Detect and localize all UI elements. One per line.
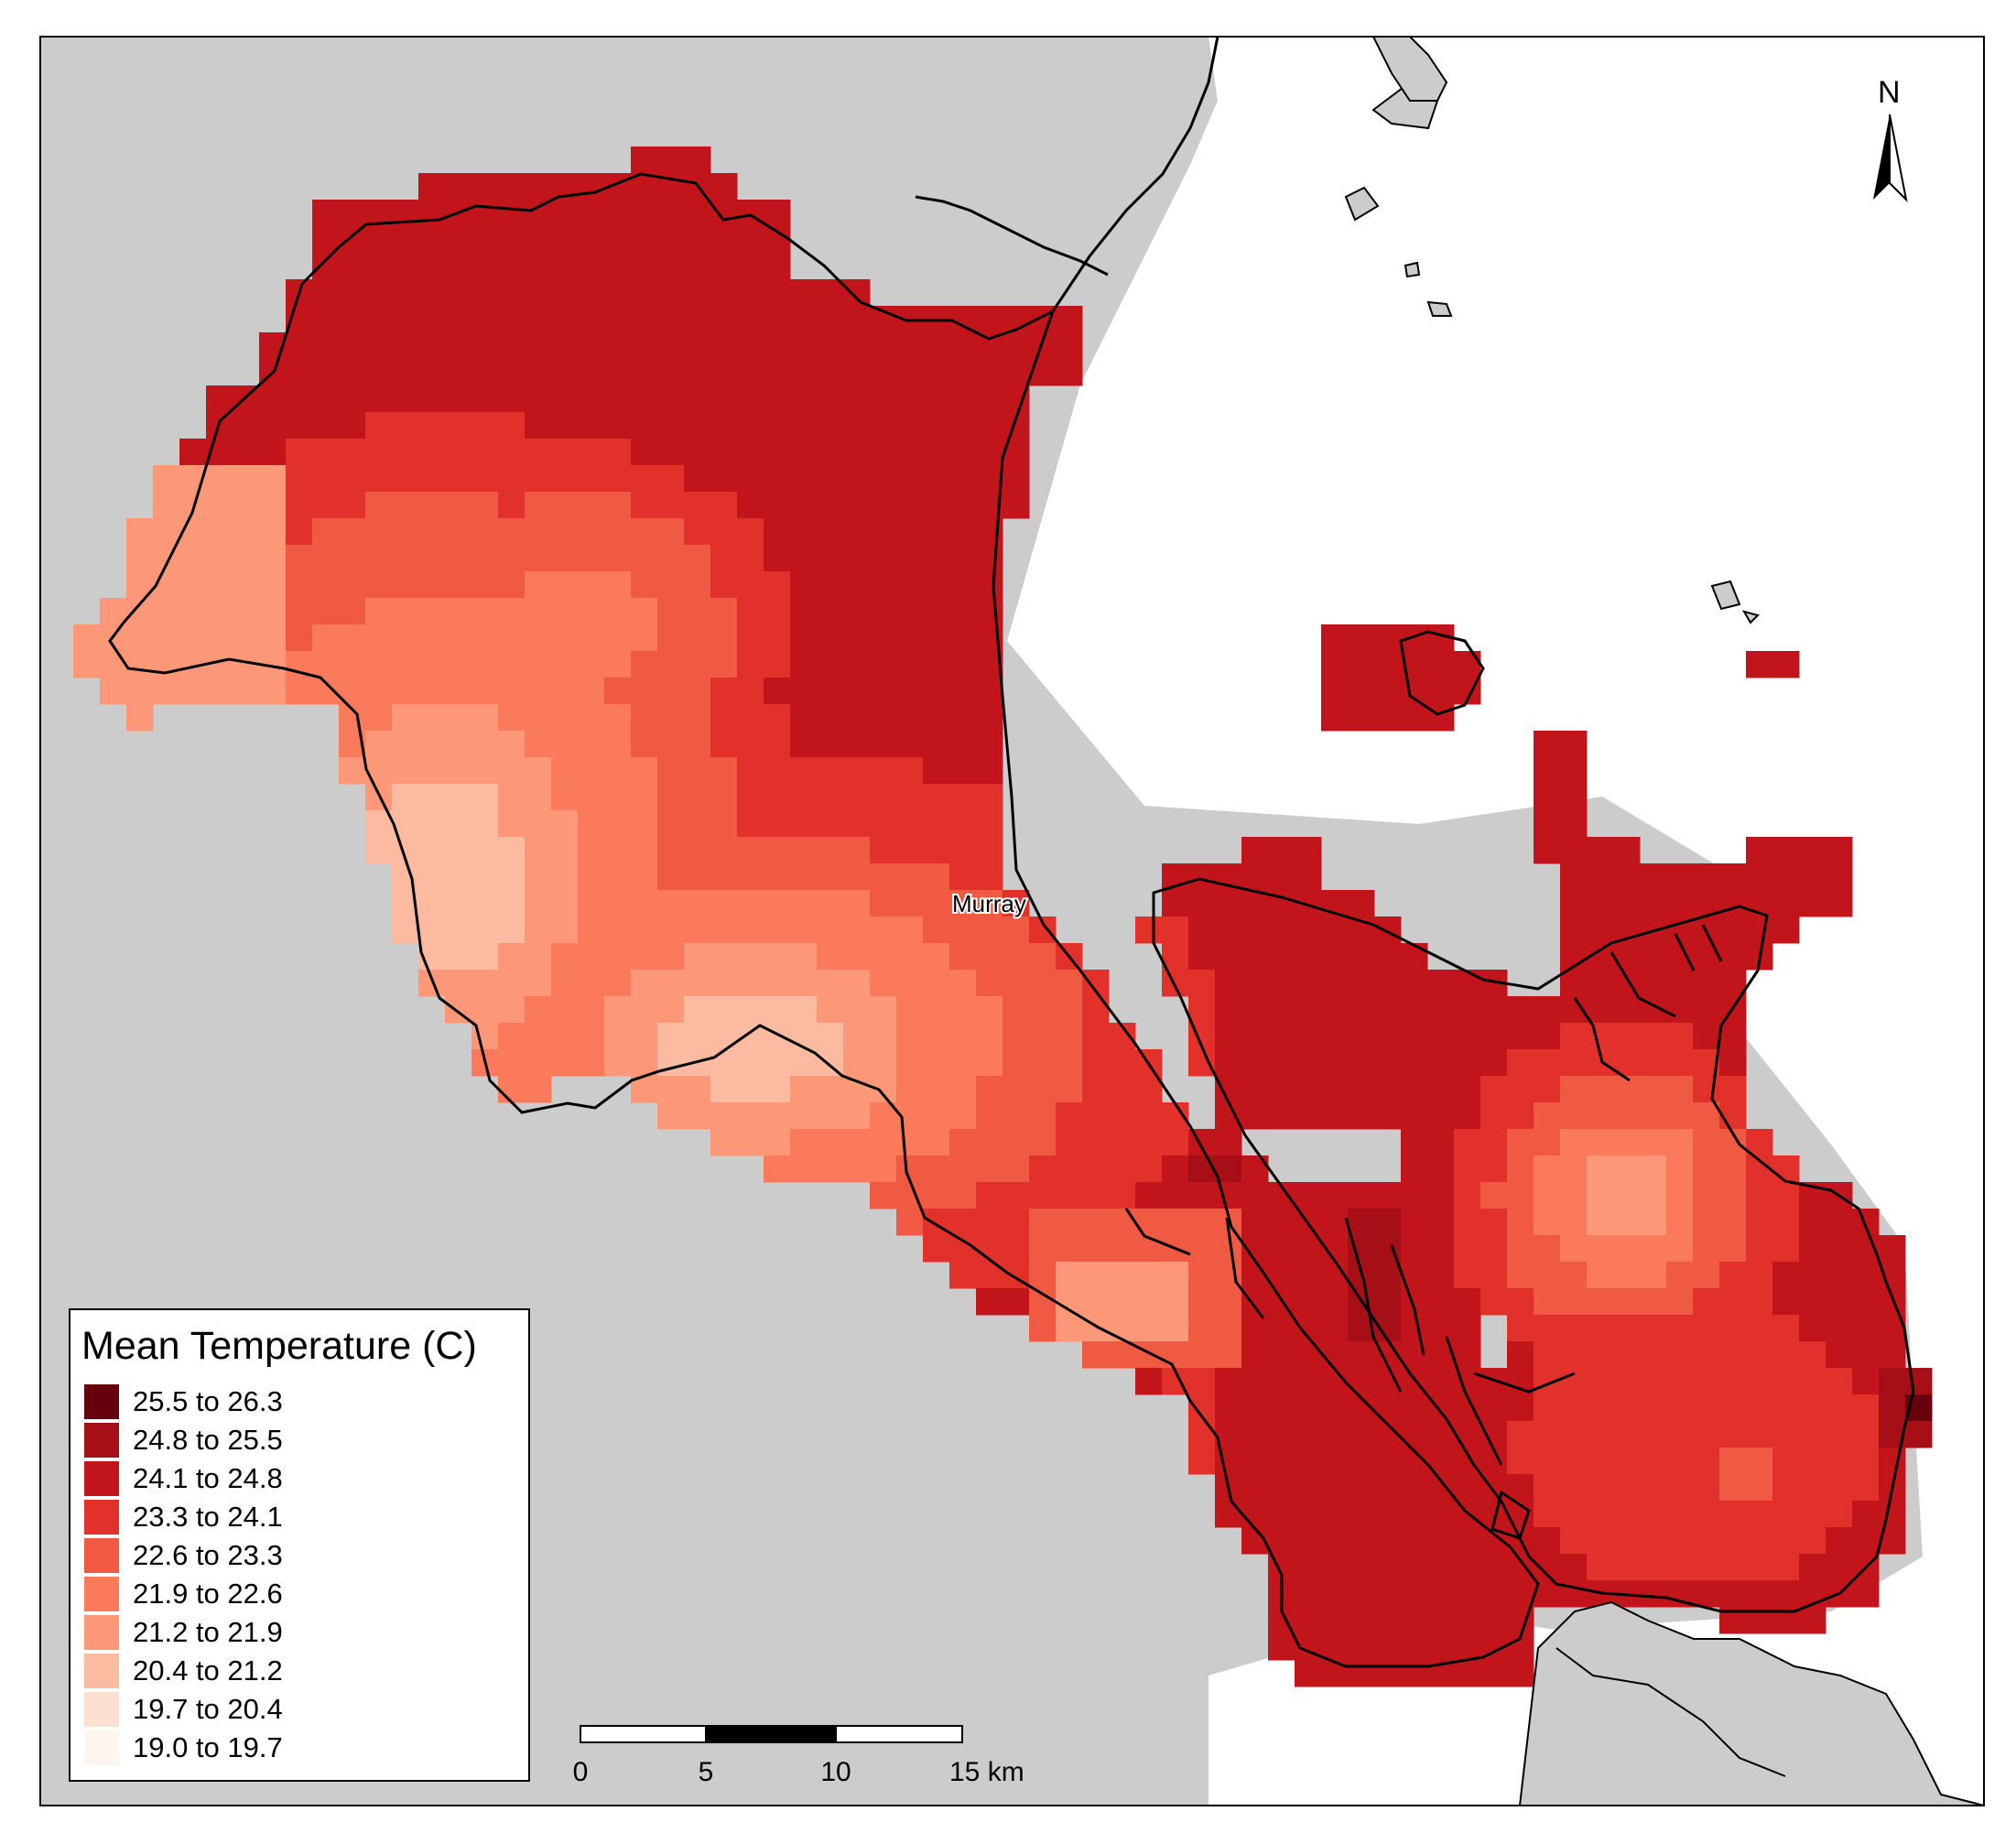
legend-label: 25.5 to 26.3	[133, 1385, 283, 1417]
legend-label: 20.4 to 21.2	[133, 1654, 283, 1687]
legend-swatch	[84, 1423, 119, 1458]
legend-swatch	[84, 1384, 119, 1419]
scale-tick-label: 15 km	[949, 1757, 1024, 1787]
coastline-outline	[108, 37, 1915, 1668]
legend-label: 23.3 to 24.1	[133, 1501, 283, 1533]
island	[1404, 261, 1421, 278]
legend-title: Mean Temperature (C)	[81, 1324, 477, 1368]
legend-label: 24.8 to 25.5	[133, 1424, 283, 1456]
northeast-land	[1371, 37, 1448, 102]
legend-label: 21.2 to 21.9	[133, 1616, 283, 1648]
place-label: Murray	[952, 890, 1026, 917]
temperature-raster	[73, 146, 1933, 1687]
scale-tick-label: 0	[573, 1757, 589, 1787]
legend-swatch	[84, 1538, 119, 1573]
scale-bar: 0 5 10 15 km	[573, 1725, 1024, 1787]
southern-channel	[1555, 1647, 1786, 1777]
legend-swatch	[84, 1730, 119, 1765]
island	[1344, 186, 1380, 222]
north-label: N	[1878, 75, 1901, 110]
legend-label: 21.9 to 22.6	[133, 1578, 283, 1610]
legend-swatch	[84, 1654, 119, 1688]
map-frame	[39, 36, 1985, 1806]
scale-tick-label: 10	[820, 1757, 851, 1787]
legend-swatch	[84, 1692, 119, 1727]
island	[1426, 300, 1453, 317]
north-arrow: N	[1873, 75, 1908, 203]
legend-label: 22.6 to 23.3	[133, 1539, 283, 1571]
legend-box	[69, 1308, 530, 1782]
legend-label: 19.7 to 20.4	[133, 1693, 283, 1725]
legend-swatch	[84, 1461, 119, 1496]
island	[1710, 580, 1741, 611]
legend-swatch	[84, 1577, 119, 1611]
scale-tick-label: 5	[699, 1757, 714, 1787]
legend-label: 19.0 to 19.7	[133, 1731, 283, 1763]
island	[1741, 610, 1760, 624]
southern-land	[1518, 1600, 1984, 1806]
legend-swatch	[84, 1615, 119, 1650]
legend: Mean Temperature (C) 25.5 to 26.3 24.8 to…	[69, 1308, 530, 1782]
sea-area	[1007, 37, 1984, 1806]
legend-label: 24.1 to 24.8	[133, 1462, 283, 1494]
legend-swatch	[84, 1500, 119, 1535]
